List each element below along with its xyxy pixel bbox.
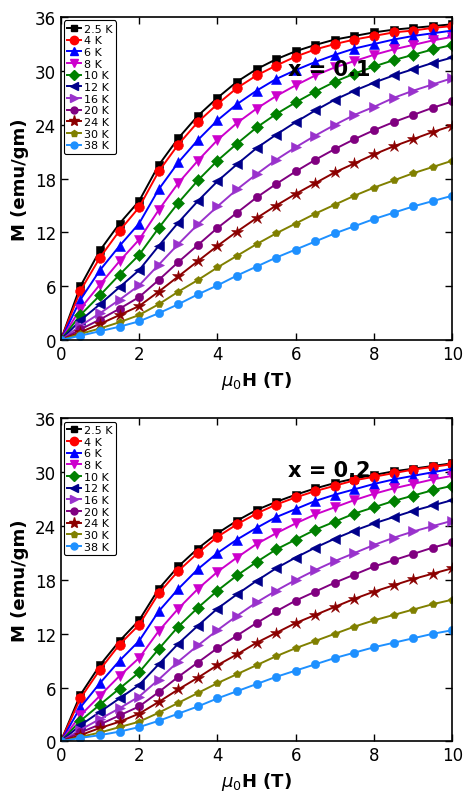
Text: x = 0.1: x = 0.1 — [288, 60, 370, 80]
X-axis label: $\mu_0$H (T): $\mu_0$H (T) — [221, 770, 292, 792]
Text: x = 0.2: x = 0.2 — [288, 461, 370, 481]
Y-axis label: M (emu/gm): M (emu/gm) — [11, 118, 29, 241]
Legend: 2.5 K, 4 K, 6 K, 8 K, 10 K, 12 K, 16 K, 20 K, 24 K, 30 K, 38 K: 2.5 K, 4 K, 6 K, 8 K, 10 K, 12 K, 16 K, … — [64, 422, 116, 556]
Y-axis label: M (emu/gm): M (emu/gm) — [11, 519, 29, 642]
X-axis label: $\mu_0$H (T): $\mu_0$H (T) — [221, 369, 292, 391]
Legend: 2.5 K, 4 K, 6 K, 8 K, 10 K, 12 K, 16 K, 20 K, 24 K, 30 K, 38 K: 2.5 K, 4 K, 6 K, 8 K, 10 K, 12 K, 16 K, … — [64, 22, 116, 155]
